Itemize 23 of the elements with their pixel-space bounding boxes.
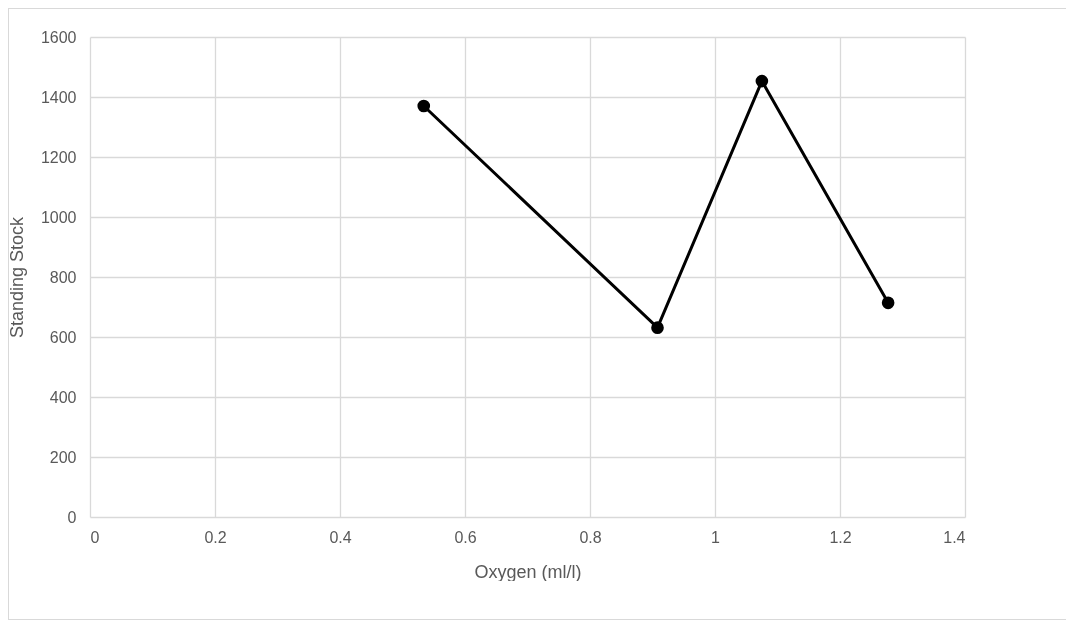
x-tick-label: 0.4 [329, 528, 352, 546]
y-axis-title: Standing Stock [6, 215, 27, 339]
x-tick-label: 0 [90, 528, 100, 546]
x-tick-label: 1.2 [829, 528, 852, 546]
point [417, 99, 431, 113]
y-tick-label: 800 [49, 268, 77, 286]
x-tick-label: 1 [711, 528, 721, 546]
x-tick-label: 0.8 [579, 528, 602, 546]
point [651, 321, 664, 335]
x-tick-label: 0.6 [454, 528, 477, 546]
point [881, 296, 895, 310]
y-tick-label: 1400 [40, 88, 77, 106]
y-tick-label: 1000 [40, 208, 77, 226]
x-tick-label: 1.4 [943, 528, 966, 546]
x-axis-title: Oxygen (ml/l) [474, 561, 582, 582]
y-tick-label: 1600 [40, 28, 77, 46]
y-tick-label: 1200 [40, 148, 77, 166]
y-tick-label: 0 [67, 508, 77, 526]
y-tick-label: 600 [49, 328, 77, 346]
y-tick-label: 200 [49, 448, 77, 466]
y-tick-label: 400 [49, 388, 77, 406]
point [755, 74, 769, 88]
x-tick-label: 0.2 [204, 528, 227, 546]
